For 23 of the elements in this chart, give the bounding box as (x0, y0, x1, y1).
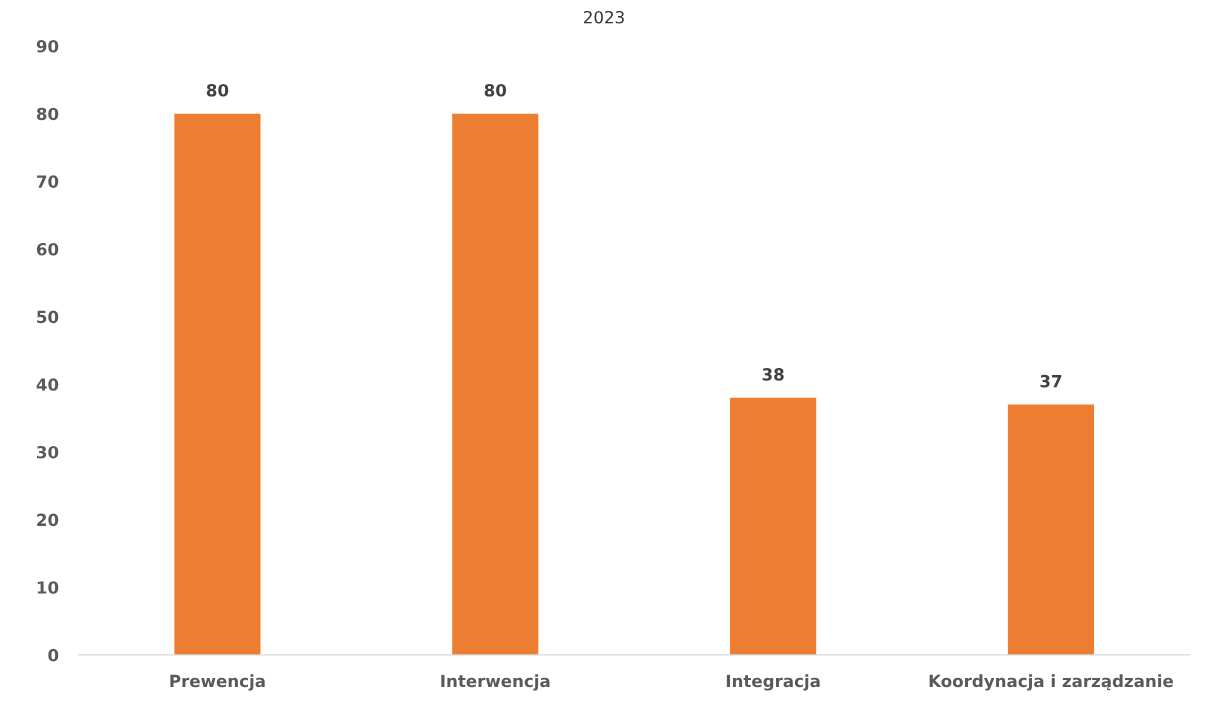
y-tick-label: 40 (36, 378, 59, 391)
y-tick-label: 30 (37, 445, 59, 459)
x-tick-label: Interwencja (441, 674, 550, 691)
x-tick-label: Prewencja (170, 674, 265, 691)
data-label: 37 (1040, 374, 1062, 388)
y-tick-label: 20 (37, 513, 59, 527)
y-tick-label: 60 (36, 242, 59, 256)
y-tick-label: 90 (36, 39, 59, 53)
data-label: 38 (762, 368, 784, 381)
bar (1007, 404, 1095, 655)
chart-title: 2023 (584, 10, 624, 24)
y-tick-label: 80 (36, 107, 59, 121)
y-tick-label: 10 (37, 581, 59, 594)
y-tick-label: 0 (48, 648, 59, 662)
data-label: 80 (206, 83, 229, 97)
bar (730, 397, 817, 655)
y-tick-label: 70 (37, 175, 59, 188)
bar (174, 113, 261, 655)
bar (452, 113, 539, 655)
x-tick-label: Integracja (726, 674, 820, 691)
y-tick-label: 50 (37, 310, 59, 324)
x-tick-label: Koordynacja i zarządzanie (929, 674, 1173, 691)
data-label: 80 (484, 83, 507, 97)
